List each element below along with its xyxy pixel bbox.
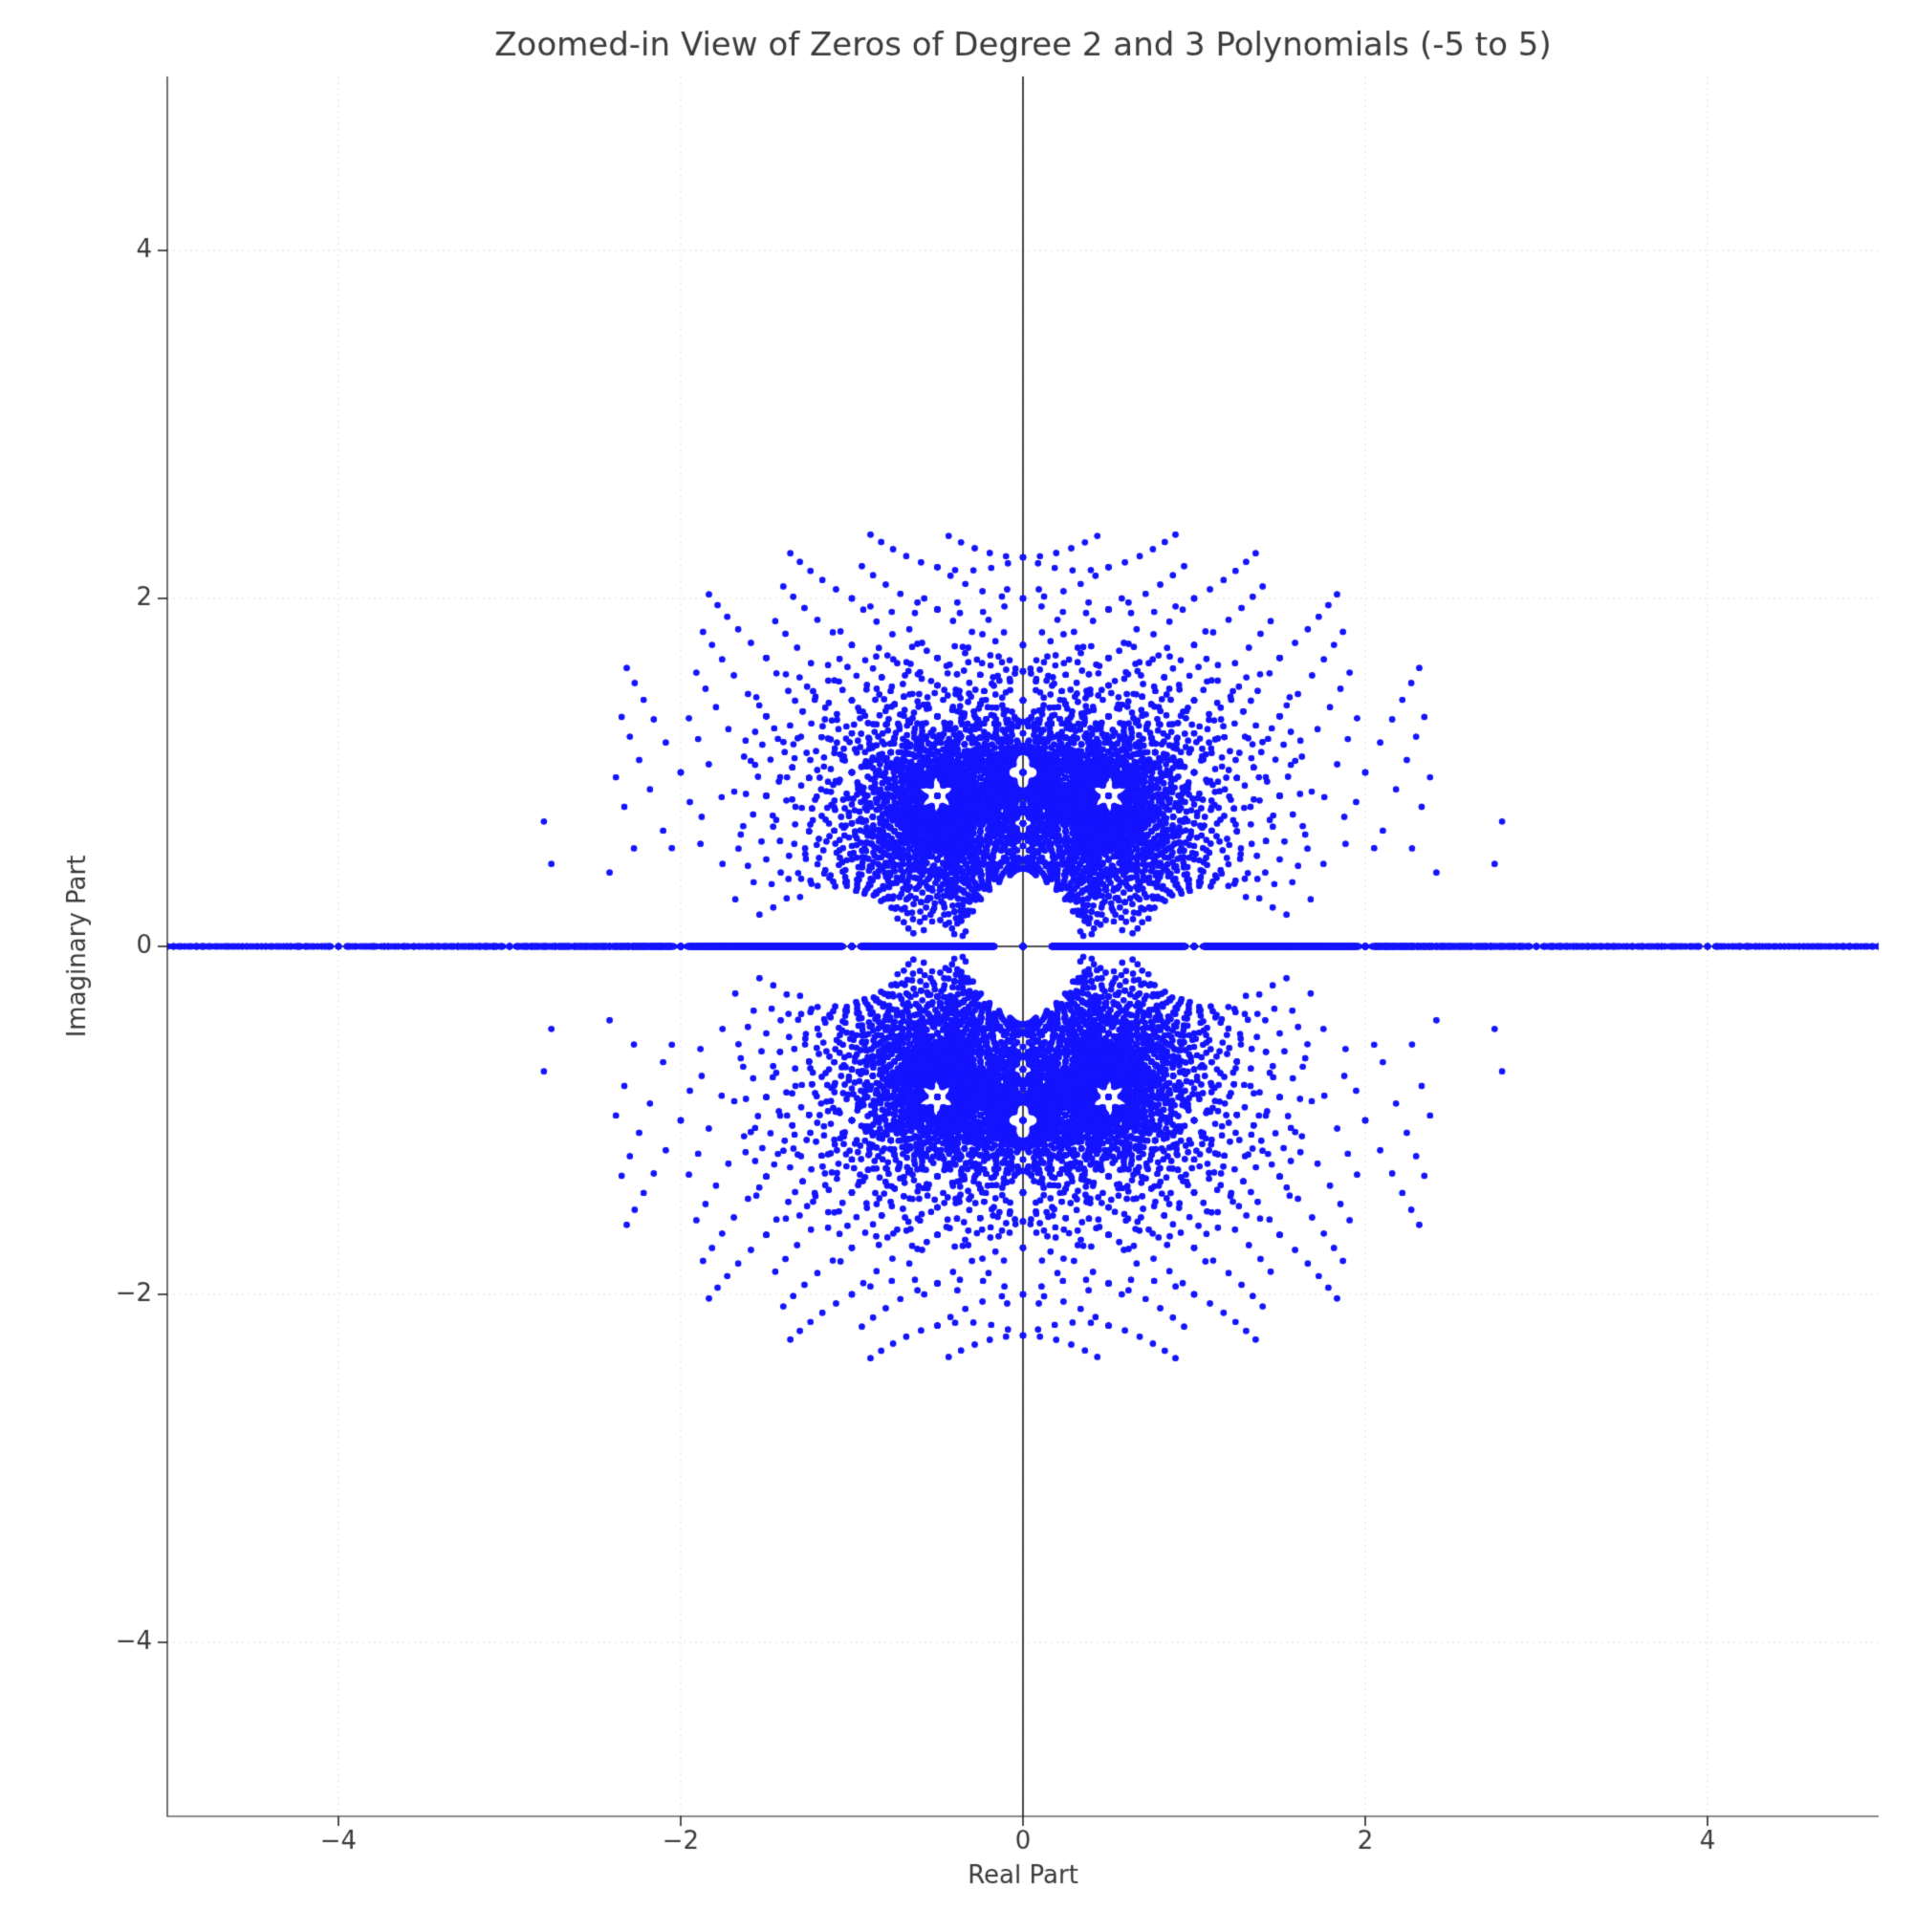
chart-container <box>0 0 1915 1932</box>
scatter-plot-canvas <box>0 0 1915 1932</box>
